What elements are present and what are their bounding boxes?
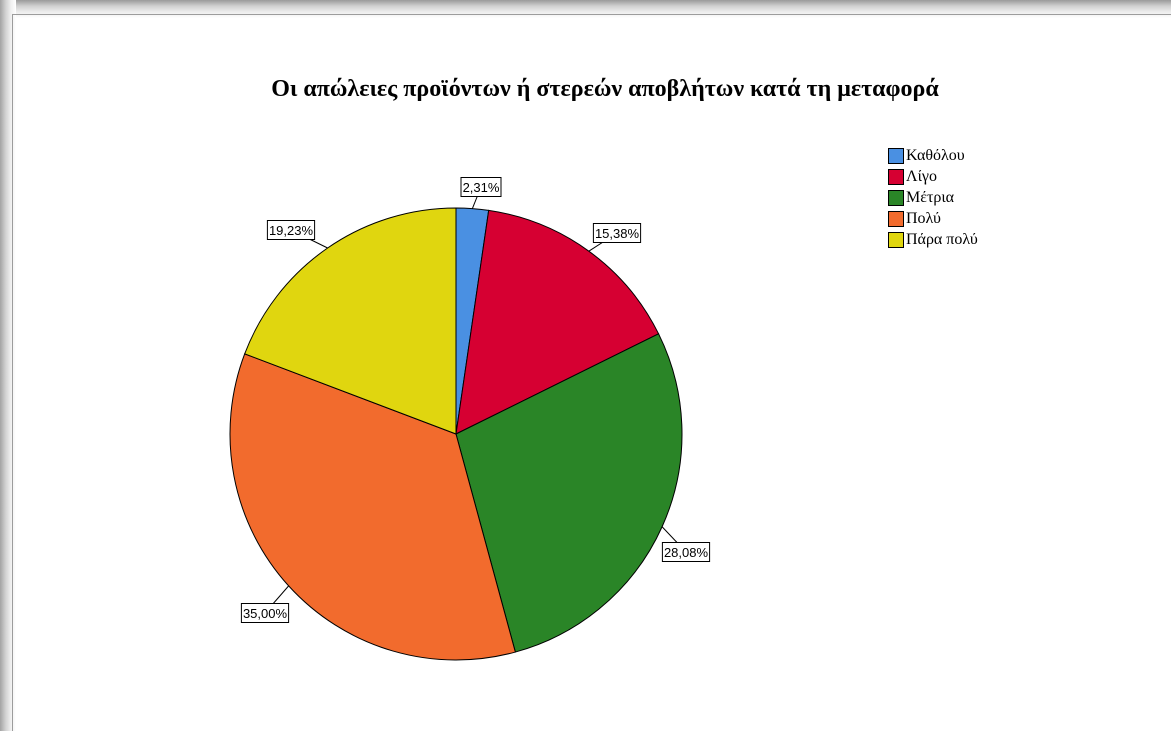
legend-item-3: Μέτρια: [888, 187, 978, 208]
data-label-4: 35,00%: [240, 603, 290, 623]
frame-edge-left: [12, 14, 13, 731]
legend-item-5: Πάρα πολύ: [888, 229, 978, 250]
legend-label-2: Λίγο: [906, 167, 937, 185]
data-label-text-4: 35,00%: [243, 606, 288, 621]
chart-title: Οι απώλειες προϊόντων ή στερεών αποβλήτω…: [271, 76, 939, 102]
data-label-text-2: 15,38%: [595, 226, 640, 241]
legend-label-1: Καθόλου: [906, 146, 965, 164]
data-label-1: 2,31%: [460, 177, 502, 197]
data-label-text-3: 28,08%: [664, 545, 709, 560]
data-label-box-3: [661, 542, 711, 562]
legend-item-1: Καθόλου: [888, 145, 978, 166]
data-label-2: 15,38%: [592, 223, 642, 243]
legend-label-4: Πολύ: [906, 209, 941, 227]
legend-label-3: Μέτρια: [906, 188, 955, 206]
legend-item-2: Λίγο: [888, 166, 978, 187]
frame-edge-top: [12, 14, 1171, 15]
data-label-text-5: 19,23%: [269, 223, 314, 238]
legend-swatch-1: [888, 147, 904, 164]
legend-swatch-3: [888, 189, 904, 206]
data-label-3: 28,08%: [661, 542, 711, 562]
data-label-text-1: 2,31%: [463, 180, 500, 195]
data-label-box-4: [240, 603, 290, 623]
legend-swatch-5: [888, 231, 904, 248]
data-label-box-5: [266, 220, 316, 240]
data-label-box-2: [592, 223, 642, 243]
legend-label-5: Πάρα πολύ: [906, 230, 978, 248]
data-label-5: 19,23%: [266, 220, 316, 240]
legend-swatch-2: [888, 168, 904, 185]
frame-shadow-top: [0, 0, 1171, 18]
chart-legend: Καθόλου Λίγο Μέτρια Πολύ Πάρα πολύ: [888, 145, 978, 250]
legend-swatch-4: [888, 210, 904, 227]
data-label-box-1: [460, 177, 502, 197]
legend-item-4: Πολύ: [888, 208, 978, 229]
